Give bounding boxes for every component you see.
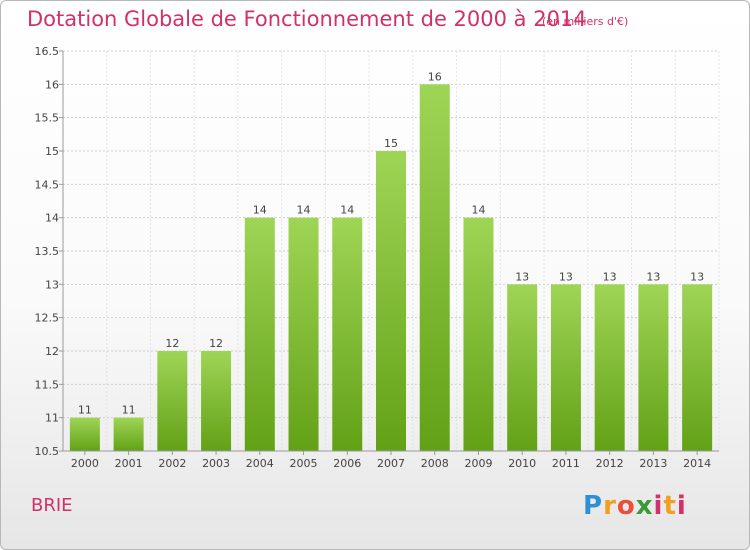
proxiti-logo: Proxiti (583, 491, 687, 521)
x-tick-label: 2004 (246, 457, 274, 470)
x-tick-label: 2002 (158, 457, 186, 470)
bar (69, 417, 100, 451)
x-tick-label: 2009 (464, 457, 492, 470)
chart-unit-note: (en milliers d'€) (542, 15, 629, 28)
bar (550, 284, 581, 451)
bar (463, 217, 494, 451)
y-tick-label: 14.5 (35, 178, 60, 191)
bar-value-label: 11 (122, 404, 136, 417)
y-tick-label: 13.5 (35, 245, 60, 258)
bar-value-label: 12 (209, 337, 223, 350)
bar-value-label: 13 (646, 270, 660, 283)
bar (201, 351, 232, 451)
bar-value-label: 13 (690, 270, 704, 283)
y-tick-label: 10.5 (35, 445, 60, 458)
x-tick-label: 2013 (639, 457, 667, 470)
chart-title: Dotation Globale de Fonctionnement de 20… (27, 7, 587, 31)
x-tick-label: 2008 (421, 457, 449, 470)
bar-value-label: 11 (78, 404, 92, 417)
bar-value-label: 13 (559, 270, 573, 283)
bar-value-label: 16 (428, 70, 442, 83)
x-tick-label: 2011 (552, 457, 580, 470)
bar (113, 417, 144, 451)
x-tick-label: 2005 (290, 457, 318, 470)
commune-name: BRIE (31, 495, 73, 516)
x-tick-label: 2010 (508, 457, 536, 470)
bar (419, 84, 450, 451)
bar (376, 151, 406, 451)
x-tick-label: 2006 (333, 457, 361, 470)
bar-value-label: 14 (297, 204, 311, 217)
y-tick-label: 15 (45, 145, 59, 158)
x-tick-label: 2007 (377, 457, 405, 470)
bar (244, 217, 275, 451)
y-tick-label: 11.5 (35, 378, 60, 391)
x-tick-label: 2000 (71, 457, 99, 470)
y-tick-label: 15.5 (35, 112, 60, 125)
x-tick-label: 2001 (115, 457, 143, 470)
x-tick-label: 2012 (596, 457, 624, 470)
bar-value-label: 14 (471, 204, 485, 217)
y-tick-label: 14 (45, 212, 59, 225)
bar-value-label: 13 (603, 270, 617, 283)
bar (157, 351, 188, 451)
bar (332, 217, 363, 451)
bar (594, 284, 625, 451)
bar (507, 284, 538, 451)
bar-value-label: 12 (165, 337, 179, 350)
bar-value-label: 14 (253, 204, 267, 217)
x-tick-label: 2014 (683, 457, 711, 470)
y-tick-label: 16 (45, 78, 59, 91)
y-tick-label: 12.5 (35, 312, 60, 325)
y-tick-label: 12 (45, 345, 59, 358)
bar-value-label: 13 (515, 270, 529, 283)
y-tick-label: 13 (45, 278, 59, 291)
bar (682, 284, 713, 451)
bar-value-label: 14 (340, 204, 354, 217)
y-tick-label: 11 (45, 412, 59, 425)
bar-value-label: 15 (384, 137, 398, 150)
y-tick-label: 16.5 (35, 45, 60, 58)
bar (638, 284, 669, 451)
x-tick-label: 2003 (202, 457, 230, 470)
bar (288, 217, 319, 451)
